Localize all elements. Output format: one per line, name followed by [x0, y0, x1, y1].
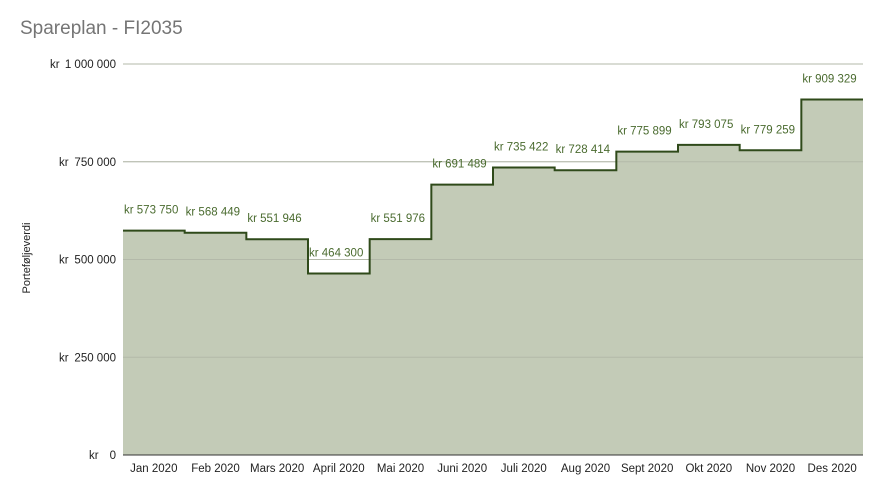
x-tick-label: April 2020 [313, 463, 365, 475]
y-tick-prefix: kr [59, 352, 69, 364]
chart-title: Spareplan - FI2035 [20, 18, 183, 39]
data-label: kr 691 489 [432, 159, 486, 171]
x-tick-label: Jan 2020 [130, 463, 177, 475]
y-tick-prefix: kr [50, 59, 60, 71]
data-label: kr 793 075 [679, 119, 733, 131]
data-label: kr 551 976 [371, 213, 425, 225]
y-tick-label: kr 500 000 [59, 255, 116, 267]
data-label: kr 568 449 [186, 207, 240, 219]
data-label: kr 775 899 [617, 126, 671, 138]
y-tick-value: 500 000 [74, 255, 116, 267]
x-tick-label: Aug 2020 [561, 463, 610, 475]
x-tick-label: Okt 2020 [685, 463, 732, 475]
x-tick-label: Juli 2020 [501, 463, 547, 475]
x-axis-ticks: Jan 2020 Feb 2020 Mars 2020 April 2020 Mai 2… [130, 463, 857, 475]
y-tick-value: 1 000 000 [65, 59, 116, 71]
y-axis-ticks: kr 0 kr 250 000 kr 500 000 kr 750 000 kr 1 000 00… [50, 59, 116, 462]
y-tick-prefix: kr [59, 157, 69, 169]
area-fill [123, 99, 863, 455]
y-axis-label: Porteføljeverdi [21, 223, 33, 294]
data-label: kr 735 422 [494, 141, 548, 153]
y-tick-value: 0 [110, 450, 116, 462]
y-tick-label: kr 0 [89, 450, 116, 462]
step-line [123, 98, 863, 275]
data-label: kr 728 414 [556, 144, 611, 156]
x-tick-label: Mai 2020 [377, 463, 424, 475]
x-tick-label: Sept 2020 [621, 463, 673, 475]
x-tick-label: Des 2020 [808, 463, 857, 475]
data-label: kr 909 329 [802, 73, 856, 85]
y-tick-prefix: kr [89, 450, 99, 462]
y-tick-prefix: kr [59, 255, 69, 267]
data-label: kr 464 300 [309, 247, 363, 259]
area-series [123, 63, 863, 456]
y-tick-label: kr 750 000 [59, 157, 116, 169]
x-tick-label: Nov 2020 [746, 463, 795, 475]
x-tick-label: Juni 2020 [437, 463, 487, 475]
data-label: kr 551 946 [247, 213, 301, 225]
y-tick-label: kr 250 000 [59, 352, 116, 364]
y-tick-value: 250 000 [74, 352, 116, 364]
y-tick-value: 750 000 [74, 157, 116, 169]
x-tick-label: Mars 2020 [250, 463, 304, 475]
y-tick-label: kr 1 000 000 [50, 59, 116, 71]
data-label: kr 779 259 [741, 124, 795, 136]
data-label: kr 573 750 [124, 205, 178, 217]
data-labels: kr 573 750 kr 568 449 kr 551 946 kr 464 300… [124, 73, 857, 259]
x-tick-label: Feb 2020 [191, 463, 240, 475]
